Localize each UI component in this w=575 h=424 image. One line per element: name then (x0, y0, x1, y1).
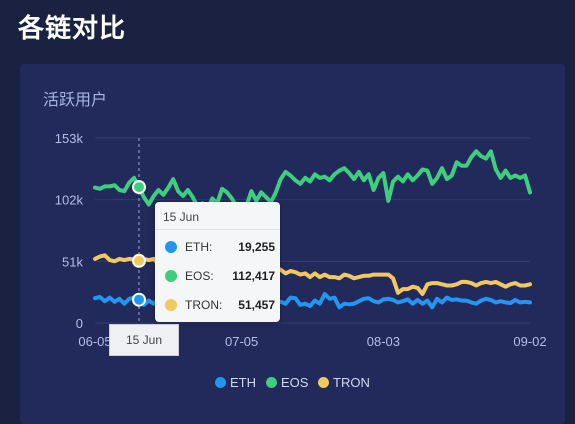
series-line-eos (93, 149, 532, 212)
chart-tooltip: 15 Jun ETH: 19,255 EOS: 112,417 TRON: 51… (155, 202, 280, 322)
eth-legend-dot-icon (215, 377, 226, 388)
legend-label: TRON (333, 375, 370, 390)
chart-card: 活跃用户 (20, 64, 565, 424)
tooltip-row-eth: ETH: 19,255 (165, 240, 275, 256)
x-tick-label: 07-05 (225, 334, 258, 349)
tooltip-series-name: TRON: (185, 298, 223, 312)
y-tick-label: 0 (76, 316, 83, 331)
x-tick-label: 09-02 (513, 334, 546, 349)
tooltip-row-eos: EOS: 112,417 (165, 269, 275, 285)
y-tick-label: 153k (55, 131, 84, 146)
legend-label: ETH (230, 375, 256, 390)
tooltip-divider (155, 229, 280, 230)
chart-title: 活跃用户 (43, 90, 108, 109)
x-tick-label: 06-05 (78, 334, 111, 349)
tron-legend-dot-icon (318, 377, 329, 388)
eos-dot-icon (165, 270, 177, 282)
line-chart[interactable]: 0 51k 102k 153k 06-05 07-05 08-03 09-02 (0, 0, 575, 415)
eth-dot-icon (165, 241, 177, 253)
tooltip-date: 15 Jun (163, 210, 200, 224)
x-tick-label: 08-03 (367, 334, 400, 349)
tooltip-series-value: 112,417 (232, 269, 275, 283)
tooltip-series-value: 19,255 (238, 240, 275, 254)
page-title: 各链对比 (18, 14, 127, 44)
tooltip-series-name: ETH: (185, 240, 213, 254)
x-cursor-label: 15 Jun (109, 324, 179, 356)
y-tick-label: 51k (62, 254, 83, 269)
chart-legend: ETH EOS TRON (0, 375, 575, 391)
hover-point-eos (131, 180, 146, 195)
hover-point-eth (131, 292, 146, 307)
eos-legend-dot-icon (266, 377, 277, 388)
tooltip-series-value: 51,457 (238, 298, 275, 312)
legend-label: EOS (281, 375, 309, 390)
tron-dot-icon (165, 299, 177, 311)
tooltip-row-tron: TRON: 51,457 (165, 298, 275, 314)
y-tick-label: 102k (55, 193, 84, 208)
hover-point-tron (131, 253, 146, 268)
tooltip-series-name: EOS: (185, 269, 214, 283)
